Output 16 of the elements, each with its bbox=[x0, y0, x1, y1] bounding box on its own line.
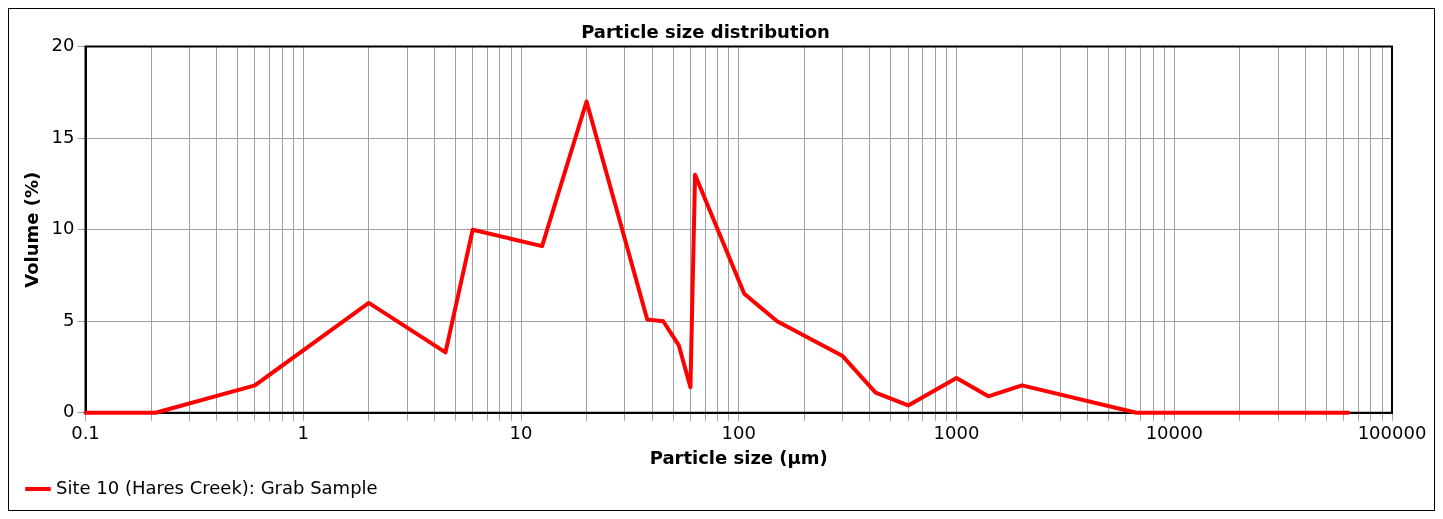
legend-label: Site 10 (Hares Creek): Grab Sample bbox=[56, 476, 378, 498]
x-tick-label: 100000 bbox=[1357, 422, 1427, 444]
y-tick-label: 5 bbox=[63, 308, 75, 330]
x-tick-label: 0.1 bbox=[71, 422, 100, 444]
x-axis-title: Particle size (µm) bbox=[649, 446, 828, 468]
x-tick-label: 1000 bbox=[933, 422, 980, 444]
x-tick-label: 10 bbox=[509, 422, 533, 444]
y-tick-label: 0 bbox=[63, 400, 75, 422]
y-axis-title: Volume (%) bbox=[21, 171, 43, 288]
y-tick-label: 10 bbox=[51, 217, 75, 239]
x-tick-label: 1 bbox=[297, 422, 309, 444]
x-tick-label: 100 bbox=[721, 422, 756, 444]
chart-title: Particle size distribution bbox=[581, 21, 830, 43]
x-tick-label: 10000 bbox=[1145, 422, 1203, 444]
y-tick-label: 20 bbox=[51, 34, 75, 56]
y-tick-label: 15 bbox=[51, 125, 75, 147]
